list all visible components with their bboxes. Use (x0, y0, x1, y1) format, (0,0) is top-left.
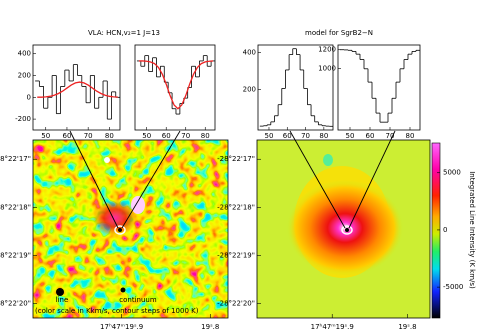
map-image (33, 140, 228, 318)
x-tick-label: 50 (142, 132, 151, 140)
connector (69, 130, 396, 229)
x-tick-label: 50 (346, 132, 355, 140)
x-tick-label: 70 (386, 132, 395, 140)
colorbar-label: Integrated Line Intensity (K km/s) (468, 171, 476, 289)
x-tick-label: 17ʰ47ᵐ19ˢ.9 (100, 323, 143, 331)
x-tick-label: 80 (201, 132, 210, 140)
y-tick-label: -28°22'19" (217, 251, 255, 259)
x-tick-label: 80 (406, 132, 415, 140)
map-image (257, 140, 430, 318)
y-tick-label: -28°22'20" (217, 300, 255, 308)
panel-title: model for SgrB2−N (305, 29, 373, 37)
y-tick-label: 400 (243, 48, 256, 56)
y-tick-label: -28°22'20" (0, 300, 31, 308)
colorbar (431, 142, 441, 319)
y-tick-label: -28°22'18" (0, 203, 31, 211)
y-tick-label: -28°22'17" (217, 155, 255, 163)
y-tick-label: 0 (27, 93, 31, 101)
y-tick-label: -28°22'18" (217, 203, 255, 211)
x-tick-label: 19ˢ.8 (201, 323, 219, 331)
plot-frame (134, 44, 216, 131)
colorbar-tick-label: 0 (443, 226, 447, 234)
panel-title: VLA: HCN,v₂=1 J=13 (88, 29, 160, 37)
colorbar-tick-label: 5000 (443, 169, 461, 177)
fit-line (37, 81, 118, 98)
x-tick-label: 60 (62, 132, 71, 140)
colorbar-tick-label: -5000 (443, 283, 463, 291)
x-tick-label: 80 (105, 132, 114, 140)
x-tick-label: 70 (84, 132, 93, 140)
y-tick-label: 400 (18, 50, 31, 58)
y-tick-label: -28°22'17" (0, 155, 31, 163)
fit-line (138, 60, 214, 110)
plot-frame (32, 44, 121, 131)
y-tick-label: 1000 (318, 65, 336, 73)
y-tick-label: 200 (18, 72, 31, 80)
y-tick-label: -28°22'19" (0, 251, 31, 259)
plot-frame (257, 44, 334, 131)
y-tick-label: 200 (243, 85, 256, 93)
x-tick-label: 70 (301, 132, 310, 140)
x-tick-label: 60 (283, 132, 292, 140)
annotation: (color scale in Kkm/s, contour steps of … (35, 307, 199, 315)
y-tick-label: 1200 (318, 46, 336, 54)
x-tick-label: 70 (181, 132, 190, 140)
x-tick-label: 80 (319, 132, 328, 140)
x-tick-label: 60 (366, 132, 375, 140)
map-frame (256, 139, 431, 319)
x-tick-label: 50 (41, 132, 50, 140)
y-tick-label: -200 (15, 115, 31, 123)
plot-frame (337, 44, 421, 131)
x-tick-label: 17ʰ47ᵐ19ˢ.9 (311, 323, 354, 331)
x-tick-label: 60 (162, 132, 171, 140)
x-tick-label: 50 (265, 132, 274, 140)
annotation: continuum (119, 296, 157, 304)
x-tick-label: 19ˢ.8 (398, 323, 416, 331)
annotation: line (56, 296, 69, 304)
map-frame (32, 139, 229, 319)
